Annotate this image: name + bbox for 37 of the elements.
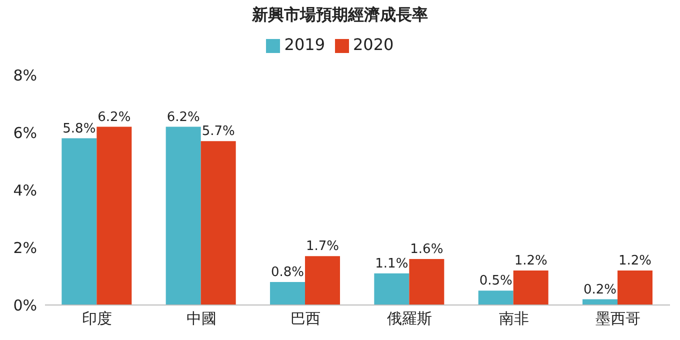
data-label: 5.8% bbox=[62, 121, 96, 136]
bar bbox=[305, 256, 340, 305]
x-tick-label: 南非 bbox=[498, 310, 529, 328]
bar bbox=[96, 126, 132, 305]
chart-title: 新興市場預期經濟成長率 bbox=[250, 4, 429, 26]
x-tick-label: 墨西哥 bbox=[595, 310, 640, 328]
bar bbox=[270, 282, 305, 305]
y-tick-label: 8% bbox=[13, 66, 37, 84]
bar bbox=[374, 273, 410, 305]
bar bbox=[166, 126, 201, 305]
bar bbox=[513, 270, 548, 305]
y-tick-label: 2% bbox=[13, 238, 37, 257]
x-tick-label: 中國 bbox=[186, 310, 216, 328]
data-label: 6.2% bbox=[166, 110, 200, 125]
bar bbox=[62, 138, 97, 305]
data-label: 0.2% bbox=[583, 282, 617, 298]
bar bbox=[478, 290, 514, 305]
data-label: 1.2% bbox=[514, 254, 548, 268]
bar bbox=[618, 270, 652, 305]
y-tick-label: 0% bbox=[13, 296, 37, 314]
bar bbox=[200, 141, 236, 305]
legend-label: 2019 bbox=[284, 35, 325, 54]
data-label: 5.7% bbox=[202, 124, 235, 140]
y-tick-label: 4% bbox=[13, 181, 37, 200]
x-tick-label: 印度 bbox=[82, 310, 112, 328]
bar bbox=[409, 259, 444, 305]
legend-label: 2020 bbox=[353, 35, 394, 54]
data-label: 1.6% bbox=[410, 242, 444, 257]
data-label: 6.2% bbox=[98, 110, 131, 125]
data-label: 0.8% bbox=[270, 265, 304, 280]
x-tick-label: 巴西 bbox=[290, 310, 320, 328]
data-label: 1.7% bbox=[306, 239, 340, 254]
x-tick-label: 俄羅斯 bbox=[387, 310, 432, 328]
y-tick-label: 6% bbox=[13, 124, 37, 142]
data-label: 1.1% bbox=[375, 256, 408, 272]
data-label: 0.5% bbox=[479, 274, 512, 289]
data-label: 1.2% bbox=[618, 254, 652, 268]
